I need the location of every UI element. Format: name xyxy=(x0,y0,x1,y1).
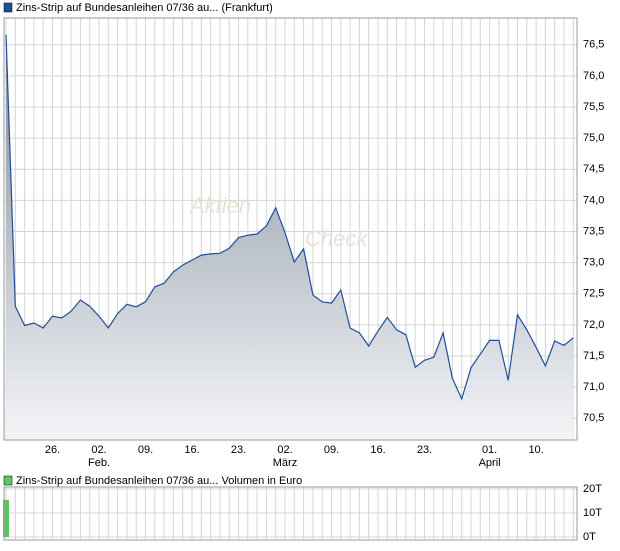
x-tick-label: 09. xyxy=(324,444,339,456)
plot-frame xyxy=(3,17,578,441)
watermark: Aktien xyxy=(188,193,251,218)
x-tick-label: 23. xyxy=(231,444,246,456)
chart-title: Zins-Strip auf Bundesanleihen 07/36 au..… xyxy=(16,2,273,14)
y-tick-label: 76,5 xyxy=(583,39,604,51)
x-tick-label: 09. xyxy=(138,444,153,456)
y-tick-label: 71,0 xyxy=(583,381,604,393)
x-tick-label: 02. xyxy=(91,444,106,456)
area-fill xyxy=(6,34,574,441)
y-tick-label: 73,0 xyxy=(583,257,604,269)
y-tick-label: 74,0 xyxy=(583,194,604,206)
y-tick-label: 75,5 xyxy=(583,101,604,113)
y-tick-label: 74,5 xyxy=(583,163,604,175)
y-tick-label: 70,5 xyxy=(583,412,604,424)
y-tick-label: 75,0 xyxy=(583,132,604,144)
y-tick-label: 0T xyxy=(583,531,596,543)
y-tick-label: 73,5 xyxy=(583,225,604,237)
x-tick-label: 16. xyxy=(184,444,199,456)
y-tick-label: 72,0 xyxy=(583,319,604,331)
chart-title: Zins-Strip auf Bundesanleihen 07/36 au..… xyxy=(16,475,302,487)
x-month-label: April xyxy=(479,457,501,469)
watermark: Check xyxy=(305,226,368,251)
x-month-label: März xyxy=(273,457,297,469)
legend-swatch xyxy=(3,475,13,486)
x-tick-label: 02. xyxy=(277,444,292,456)
x-month-label: Feb. xyxy=(88,457,110,469)
volume-bar xyxy=(3,499,9,537)
x-tick-label: 16. xyxy=(370,444,385,456)
price-line xyxy=(5,34,574,401)
y-tick-label: 72,5 xyxy=(583,288,604,300)
x-tick-label: 01. xyxy=(482,444,497,456)
plot-frame xyxy=(3,486,578,541)
x-tick-label: 10. xyxy=(528,444,543,456)
y-tick-label: 71,5 xyxy=(583,350,604,362)
y-tick-label: 20T xyxy=(583,483,602,495)
x-tick-label: 23. xyxy=(417,444,432,456)
legend-swatch xyxy=(3,2,13,13)
x-tick-label: 26. xyxy=(45,444,60,456)
y-tick-label: 76,0 xyxy=(583,70,604,82)
y-tick-label: 10T xyxy=(583,507,602,519)
